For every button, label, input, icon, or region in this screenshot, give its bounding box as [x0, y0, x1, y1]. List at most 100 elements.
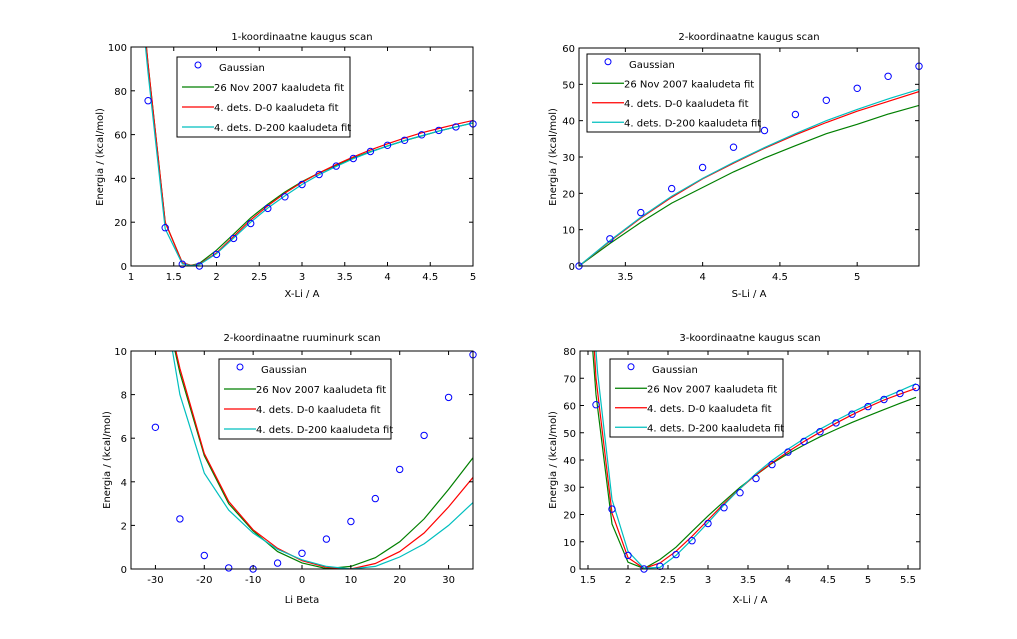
gaussian-marker [760, 126, 769, 135]
subplot-title: 2-koordinaatne kaugus scan [678, 32, 819, 43]
gaussian-marker [668, 184, 676, 193]
gaussian-marker [418, 131, 426, 139]
x-tick-label: 2 [213, 272, 219, 283]
y-tick-label: 60 [562, 44, 575, 55]
legend: Gaussian 26 Nov 2007 kaaludeta fit 4. dets… [218, 358, 393, 440]
y-tick-label: 30 [562, 153, 575, 164]
x-tick-label: 5 [854, 272, 860, 283]
y-tick-label: 40 [114, 174, 127, 185]
legend-label: 4. dets. D-0 kaaludeta fit [624, 99, 749, 110]
y-tick-label: 50 [562, 80, 575, 91]
gaussian-marker [298, 180, 306, 189]
gaussian-marker [420, 431, 428, 440]
y-axis-label: Energia / (kcal/mol) [102, 411, 113, 509]
legend: Gaussian 26 Nov 2007 kaaludeta fit 4. dets… [176, 56, 351, 138]
x-tick-label: 2 [625, 575, 631, 586]
subplot-4: 3-koordinaatne kaugus scan X-Li / A Ener… [548, 333, 921, 606]
gaussian-marker [151, 423, 160, 431]
legend-label: 4. dets. D-0 kaaludeta fit [214, 103, 339, 114]
series-line-2 [175, 351, 473, 569]
legend-marker-icon [627, 363, 635, 371]
x-tick-label: 4.5 [772, 272, 788, 283]
gaussian-marker [225, 564, 233, 572]
y-tick-label: 6 [121, 434, 127, 445]
gaussian-marker [400, 136, 409, 145]
y-tick-label: 60 [114, 131, 127, 142]
y-tick-label: 10 [563, 538, 576, 549]
gaussian-marker [791, 110, 800, 119]
x-tick-label: 0 [299, 575, 305, 586]
x-tick-label: 2.5 [660, 575, 676, 586]
gaussian-marker [884, 72, 892, 81]
series-line-1 [579, 104, 919, 266]
legend-marker-icon [236, 363, 244, 371]
legend: Gaussian 26 Nov 2007 kaaludeta fit 4. dets… [586, 53, 761, 133]
legend-label: 26 Nov 2007 kaaludeta fit [214, 83, 344, 94]
y-tick-label: 10 [114, 347, 127, 358]
subplot-title: 2-koordinaatne ruuminurk scan [223, 333, 380, 344]
legend-marker-icon [194, 61, 202, 69]
legend-label: 4. dets. D-200 kaaludeta fit [624, 118, 761, 129]
gaussian-marker [347, 517, 355, 526]
series-line-3 [144, 47, 473, 266]
gaussian-marker [688, 537, 696, 545]
y-tick-label: 4 [121, 478, 127, 489]
legend-label: Gaussian [629, 60, 675, 71]
legend-box [176, 56, 351, 138]
gaussian-marker [729, 143, 738, 151]
x-tick-label: 3.5 [740, 575, 756, 586]
legend: Gaussian 26 Nov 2007 kaaludeta fit 4. dets… [609, 358, 784, 438]
y-tick-label: 40 [562, 117, 575, 128]
gaussian-marker [178, 260, 187, 268]
legend-label: 4. dets. D-0 kaaludeta fit [256, 405, 381, 416]
x-tick-label: 4 [699, 272, 705, 283]
legend-label: 26 Nov 2007 kaaludeta fit [647, 384, 777, 395]
series-line-3 [579, 88, 919, 266]
subplot-3: 2-koordinaatne ruuminurk scan Li Beta En… [102, 333, 477, 606]
gaussian-marker [848, 410, 856, 418]
gaussian-marker [383, 141, 392, 150]
y-axis-label: Energia / (kcal/mol) [548, 108, 559, 206]
x-tick-label: 5.5 [900, 575, 916, 586]
x-tick-label: 10 [344, 575, 357, 586]
x-tick-label: -30 [147, 575, 163, 586]
x-tick-label: 1 [128, 272, 134, 283]
x-tick-label: 3 [299, 272, 305, 283]
plot-area [592, 351, 917, 569]
gaussian-marker [144, 97, 152, 105]
gaussian-marker [396, 465, 404, 474]
x-axis-label: S-Li / A [732, 289, 767, 300]
subplot-2: 2-koordinaatne kaugus scan S-Li / A Ener… [548, 32, 923, 300]
y-tick-label: 20 [562, 189, 575, 200]
y-tick-label: 10 [562, 226, 575, 237]
subplot-title: 1-koordinaatne kaugus scan [231, 32, 372, 43]
y-tick-label: 60 [563, 402, 576, 413]
y-tick-label: 2 [121, 521, 127, 532]
gaussian-marker [349, 154, 357, 163]
gaussian-marker [736, 489, 744, 497]
gaussian-marker [452, 123, 460, 131]
series-line-2 [145, 47, 473, 266]
x-tick-label: 3 [705, 575, 711, 586]
gaussian-marker [606, 235, 614, 243]
gaussian-marker [315, 170, 323, 179]
gaussian-marker [672, 550, 680, 559]
gaussian-marker [880, 395, 888, 404]
gaussian-marker [768, 460, 776, 469]
y-tick-label: 80 [563, 347, 576, 358]
x-tick-label: 4.5 [820, 575, 836, 586]
x-tick-label: 2.5 [251, 272, 267, 283]
y-tick-label: 0 [570, 565, 576, 576]
legend-label: 4. dets. D-0 kaaludeta fit [647, 404, 772, 415]
gaussian-marker [912, 383, 920, 392]
x-tick-label: 5 [470, 272, 476, 283]
gaussian-marker [608, 505, 616, 513]
legend-box [586, 53, 761, 133]
gaussian-marker [273, 559, 282, 567]
gaussian-marker [264, 204, 272, 213]
legend-box [218, 358, 392, 440]
y-tick-label: 30 [563, 483, 576, 494]
gaussian-marker [752, 474, 760, 483]
gaussian-marker [896, 389, 904, 398]
